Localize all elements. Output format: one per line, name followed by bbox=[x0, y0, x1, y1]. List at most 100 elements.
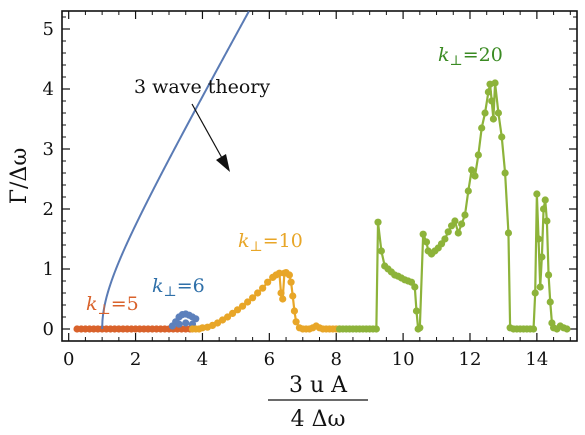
x-tick-label: 6 bbox=[264, 349, 275, 370]
data-point bbox=[277, 289, 285, 297]
data-point bbox=[441, 235, 449, 243]
label-k5-rest: =5 bbox=[111, 293, 139, 315]
data-point bbox=[546, 298, 554, 306]
label-k5: k⊥=5 bbox=[86, 293, 139, 318]
label-k10: k⊥=10 bbox=[238, 230, 303, 255]
label-k6-rest: =6 bbox=[177, 275, 205, 297]
data-point bbox=[444, 228, 452, 236]
data-point bbox=[461, 211, 469, 219]
data-point bbox=[279, 295, 287, 303]
data-point bbox=[474, 151, 482, 159]
y-axis-title: Γ/Δω bbox=[7, 148, 32, 205]
data-point bbox=[478, 124, 486, 132]
annotation-arrowhead bbox=[216, 154, 230, 172]
data-point bbox=[451, 217, 459, 225]
data-point bbox=[536, 283, 544, 291]
x-tick-label: 4 bbox=[197, 349, 208, 370]
data-point bbox=[416, 324, 424, 332]
data-point bbox=[533, 190, 541, 198]
x-tick-label: 2 bbox=[130, 349, 141, 370]
data-point bbox=[498, 133, 506, 141]
x-tick-label: 0 bbox=[63, 349, 74, 370]
label-k5-sub: ⊥ bbox=[98, 302, 111, 318]
data-point bbox=[491, 79, 499, 87]
x-tick-label: 14 bbox=[525, 349, 548, 370]
data-point bbox=[539, 205, 548, 213]
data-point bbox=[494, 109, 503, 117]
data-point bbox=[501, 169, 509, 177]
data-point bbox=[175, 320, 183, 328]
x-axis-title-numerator: 3 u A bbox=[289, 373, 348, 398]
label-k20-rest: =20 bbox=[463, 44, 503, 66]
data-point bbox=[290, 307, 299, 315]
data-point bbox=[411, 283, 419, 291]
label-k5-main: k bbox=[86, 293, 98, 315]
y-tick-label: 4 bbox=[43, 79, 54, 100]
data-point bbox=[538, 253, 546, 261]
data-point bbox=[289, 292, 297, 300]
data-point bbox=[275, 269, 283, 277]
data-point bbox=[468, 166, 476, 174]
label-k10-main: k bbox=[238, 230, 250, 252]
y-tick-label: 1 bbox=[43, 259, 54, 280]
y-tick-label: 0 bbox=[43, 319, 54, 340]
data-point bbox=[259, 284, 267, 292]
data-point bbox=[471, 172, 479, 180]
data-point bbox=[254, 289, 262, 297]
data-point bbox=[544, 271, 553, 279]
label-k20-sub: ⊥ bbox=[450, 53, 463, 69]
data-point bbox=[372, 325, 380, 333]
data-point bbox=[233, 306, 242, 314]
data-point bbox=[182, 319, 190, 327]
data-point bbox=[543, 217, 551, 225]
data-point bbox=[377, 247, 385, 255]
series-3-wave-theory-curve bbox=[101, 10, 250, 330]
data-point bbox=[264, 278, 272, 286]
annotation-arrow bbox=[191, 103, 223, 159]
y-tick-label: 5 bbox=[43, 19, 54, 40]
label-k20-main: k bbox=[438, 44, 450, 66]
data-point bbox=[488, 97, 496, 105]
data-point bbox=[504, 229, 513, 237]
data-point bbox=[412, 307, 421, 315]
data-point bbox=[534, 235, 543, 243]
data-point bbox=[228, 309, 237, 317]
data-point bbox=[238, 302, 247, 310]
data-point bbox=[244, 298, 252, 306]
data-point bbox=[563, 325, 571, 333]
label-k6: k⊥=6 bbox=[152, 275, 205, 300]
x-tick-label: 12 bbox=[459, 349, 482, 370]
data-point bbox=[531, 289, 539, 297]
annotation-3-wave-theory: 3 wave theory bbox=[134, 76, 270, 98]
label-k10-rest: =10 bbox=[263, 230, 303, 252]
data-point bbox=[454, 229, 462, 237]
data-point bbox=[419, 230, 427, 238]
label-k20: k⊥=20 bbox=[438, 44, 503, 69]
data-point bbox=[458, 220, 466, 228]
y-tick-label: 2 bbox=[43, 199, 54, 220]
data-point bbox=[374, 218, 382, 226]
x-tick-label: 8 bbox=[330, 349, 341, 370]
data-point bbox=[223, 313, 232, 321]
data-point bbox=[249, 294, 257, 302]
data-point bbox=[481, 109, 489, 117]
x-tick-label: 10 bbox=[392, 349, 415, 370]
data-point bbox=[529, 325, 538, 333]
series-layer bbox=[73, 10, 571, 333]
data-point bbox=[292, 318, 300, 326]
data-point bbox=[464, 187, 472, 195]
data-point bbox=[287, 278, 295, 286]
data-point bbox=[541, 196, 549, 204]
data-point bbox=[484, 88, 492, 96]
label-k6-sub: ⊥ bbox=[164, 284, 177, 300]
data-point bbox=[285, 271, 293, 279]
data-point bbox=[192, 315, 200, 323]
y-tick-label: 3 bbox=[43, 139, 54, 160]
label-k6-main: k bbox=[152, 275, 164, 297]
label-k10-sub: ⊥ bbox=[250, 239, 263, 255]
data-point bbox=[489, 115, 497, 123]
x-axis-title-denominator: 4 Δω bbox=[291, 407, 346, 432]
data-point bbox=[422, 238, 431, 246]
